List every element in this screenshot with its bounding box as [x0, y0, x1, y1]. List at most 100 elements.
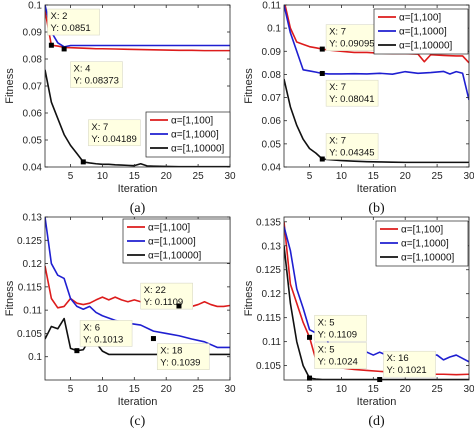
y-tick-label: 0.06 [262, 116, 282, 127]
y-tick-label: 0.115 [257, 313, 282, 324]
datatip-text: Y: 0.08373 [74, 76, 119, 87]
y-tick-label: 0.08 [262, 70, 282, 81]
x-tick-label: 30 [224, 384, 236, 395]
datatip-marker [377, 377, 383, 383]
x-tick-label: 25 [193, 171, 205, 182]
panel-label: (b) [368, 201, 385, 216]
datatip-marker [319, 46, 325, 52]
series-line-1 [284, 5, 469, 64]
legend-entry: α=[1,1000] [401, 239, 449, 250]
datatip-text: Y: 0.0851 [51, 23, 91, 34]
datatip-text: Y: 0.04189 [91, 134, 136, 145]
datatip-text: X: 7 [91, 122, 108, 133]
legend-entry: α=[1,100] [171, 116, 213, 127]
y-tick-label: 0.115 [18, 282, 43, 293]
series-line-2 [45, 5, 230, 48]
y-axis-label: Fitness [4, 68, 16, 104]
axes-frame [283, 4, 470, 168]
series-line-3 [284, 78, 469, 164]
y-tick-label: 0.125 [17, 236, 42, 247]
x-tick-label: 25 [432, 384, 444, 395]
x-tick-label: 15 [368, 384, 380, 395]
x-tick-label: 20 [400, 171, 412, 182]
legend-entry: α=[1,100] [401, 225, 443, 236]
datatip-text: Y: 0.08041 [329, 94, 374, 105]
y-tick-label: 0.06 [23, 109, 43, 120]
datatip-marker [74, 348, 80, 354]
y-tick-label: 0.11 [23, 306, 42, 317]
x-tick-label: 5 [307, 384, 313, 395]
legend-entry: α=[1,10000] [171, 144, 225, 155]
x-tick-label: 15 [129, 384, 141, 395]
x-tick-label: 10 [97, 384, 109, 395]
x-tick-label: 10 [336, 384, 348, 395]
datatip-marker [319, 70, 325, 76]
axes-frame [283, 216, 470, 381]
datatip-text: Y: 0.1109 [144, 297, 183, 308]
x-tick-label: 10 [97, 171, 109, 182]
y-axis-label: Fitness [4, 280, 16, 316]
y-tick-label: 0.13 [23, 213, 43, 224]
y-axis-label: Fitness [243, 280, 255, 316]
panel-a: 5 10 15 20 25 30 0.04 0.05 0.06 0.07 0.08 0.09 0.1 It… [4, 1, 236, 217]
datatip-text: Y: 0.1021 [387, 365, 427, 376]
datatip-text: X: 5 [318, 317, 335, 328]
panel-b: 5 10 15 20 25 30 0.04 0.05 0.06 0.07 0.08 0.09 0.1 0.… [243, 1, 474, 217]
x-tick-label: 25 [432, 171, 444, 182]
datatip-text: Y: 0.1013 [83, 334, 123, 345]
datatip-box [325, 133, 379, 160]
y-tick-label: 0.125 [256, 265, 281, 276]
y-tick-label: 0.105 [256, 361, 281, 372]
datatip-box [325, 79, 379, 107]
datatip-text: X: 16 [387, 353, 409, 364]
y-tick-label: 0.135 [256, 217, 281, 228]
legend-entry: α=[1,10000] [401, 253, 455, 264]
y-tick-label: 0.1 [267, 24, 281, 35]
datatip-marker [80, 159, 86, 165]
x-tick-label: 30 [463, 384, 474, 395]
datatip-box [88, 119, 141, 147]
datatip-text: X: 7 [329, 27, 346, 38]
panel-label: (c) [130, 414, 146, 429]
legend-entry: α=[1,1000] [171, 130, 219, 141]
datatip-marker [61, 46, 67, 52]
x-tick-label: 20 [161, 171, 173, 182]
datatip-marker [307, 375, 313, 381]
y-tick-label: 0.05 [23, 136, 43, 147]
datatip-box [140, 282, 193, 310]
datatip-box [79, 320, 133, 347]
datatip-marker [176, 303, 182, 309]
y-tick-label: 0.12 [23, 259, 43, 270]
datatip-marker [150, 336, 156, 342]
x-axis-label: Iteration [357, 396, 397, 408]
panel-d: 5 10 15 20 25 30 0.105 0.11 0.115 0.12 0.125 0.13 0.… [243, 216, 474, 429]
legend-entry: α=[1,10000] [148, 251, 202, 262]
series-line-3 [284, 245, 469, 380]
datatip-text: Y: 0.1039 [160, 358, 200, 369]
x-tick-label: 15 [368, 171, 380, 182]
datatip-box [314, 314, 367, 342]
y-tick-label: 0.08 [23, 55, 43, 66]
series-line-2 [45, 217, 230, 349]
x-tick-label: 5 [307, 171, 313, 182]
x-tick-label: 20 [400, 384, 412, 395]
x-tick-label: 5 [68, 384, 74, 395]
y-tick-label: 0.105 [17, 329, 42, 340]
datatip-box [383, 350, 436, 378]
y-tick-label: 0.07 [262, 93, 282, 104]
datatip-text: X: 7 [329, 135, 346, 146]
axes-frame [44, 216, 231, 381]
x-axis-label: Iteration [357, 183, 397, 195]
datatip-text: X: 7 [329, 82, 346, 93]
x-tick-label: 20 [161, 384, 173, 395]
legend-entry: α=[1,1000] [399, 27, 447, 38]
datatip-text: X: 6 [83, 322, 100, 333]
legend-entry: α=[1,100] [148, 223, 190, 234]
x-tick-label: 25 [193, 384, 205, 395]
x-tick-label: 10 [336, 171, 348, 182]
datatip-text: X: 5 [318, 345, 335, 356]
datatip-marker [307, 334, 313, 340]
datatip-text: Y: 0.1109 [318, 329, 357, 340]
y-tick-label: 0.05 [262, 139, 282, 150]
datatip-box [47, 8, 100, 36]
